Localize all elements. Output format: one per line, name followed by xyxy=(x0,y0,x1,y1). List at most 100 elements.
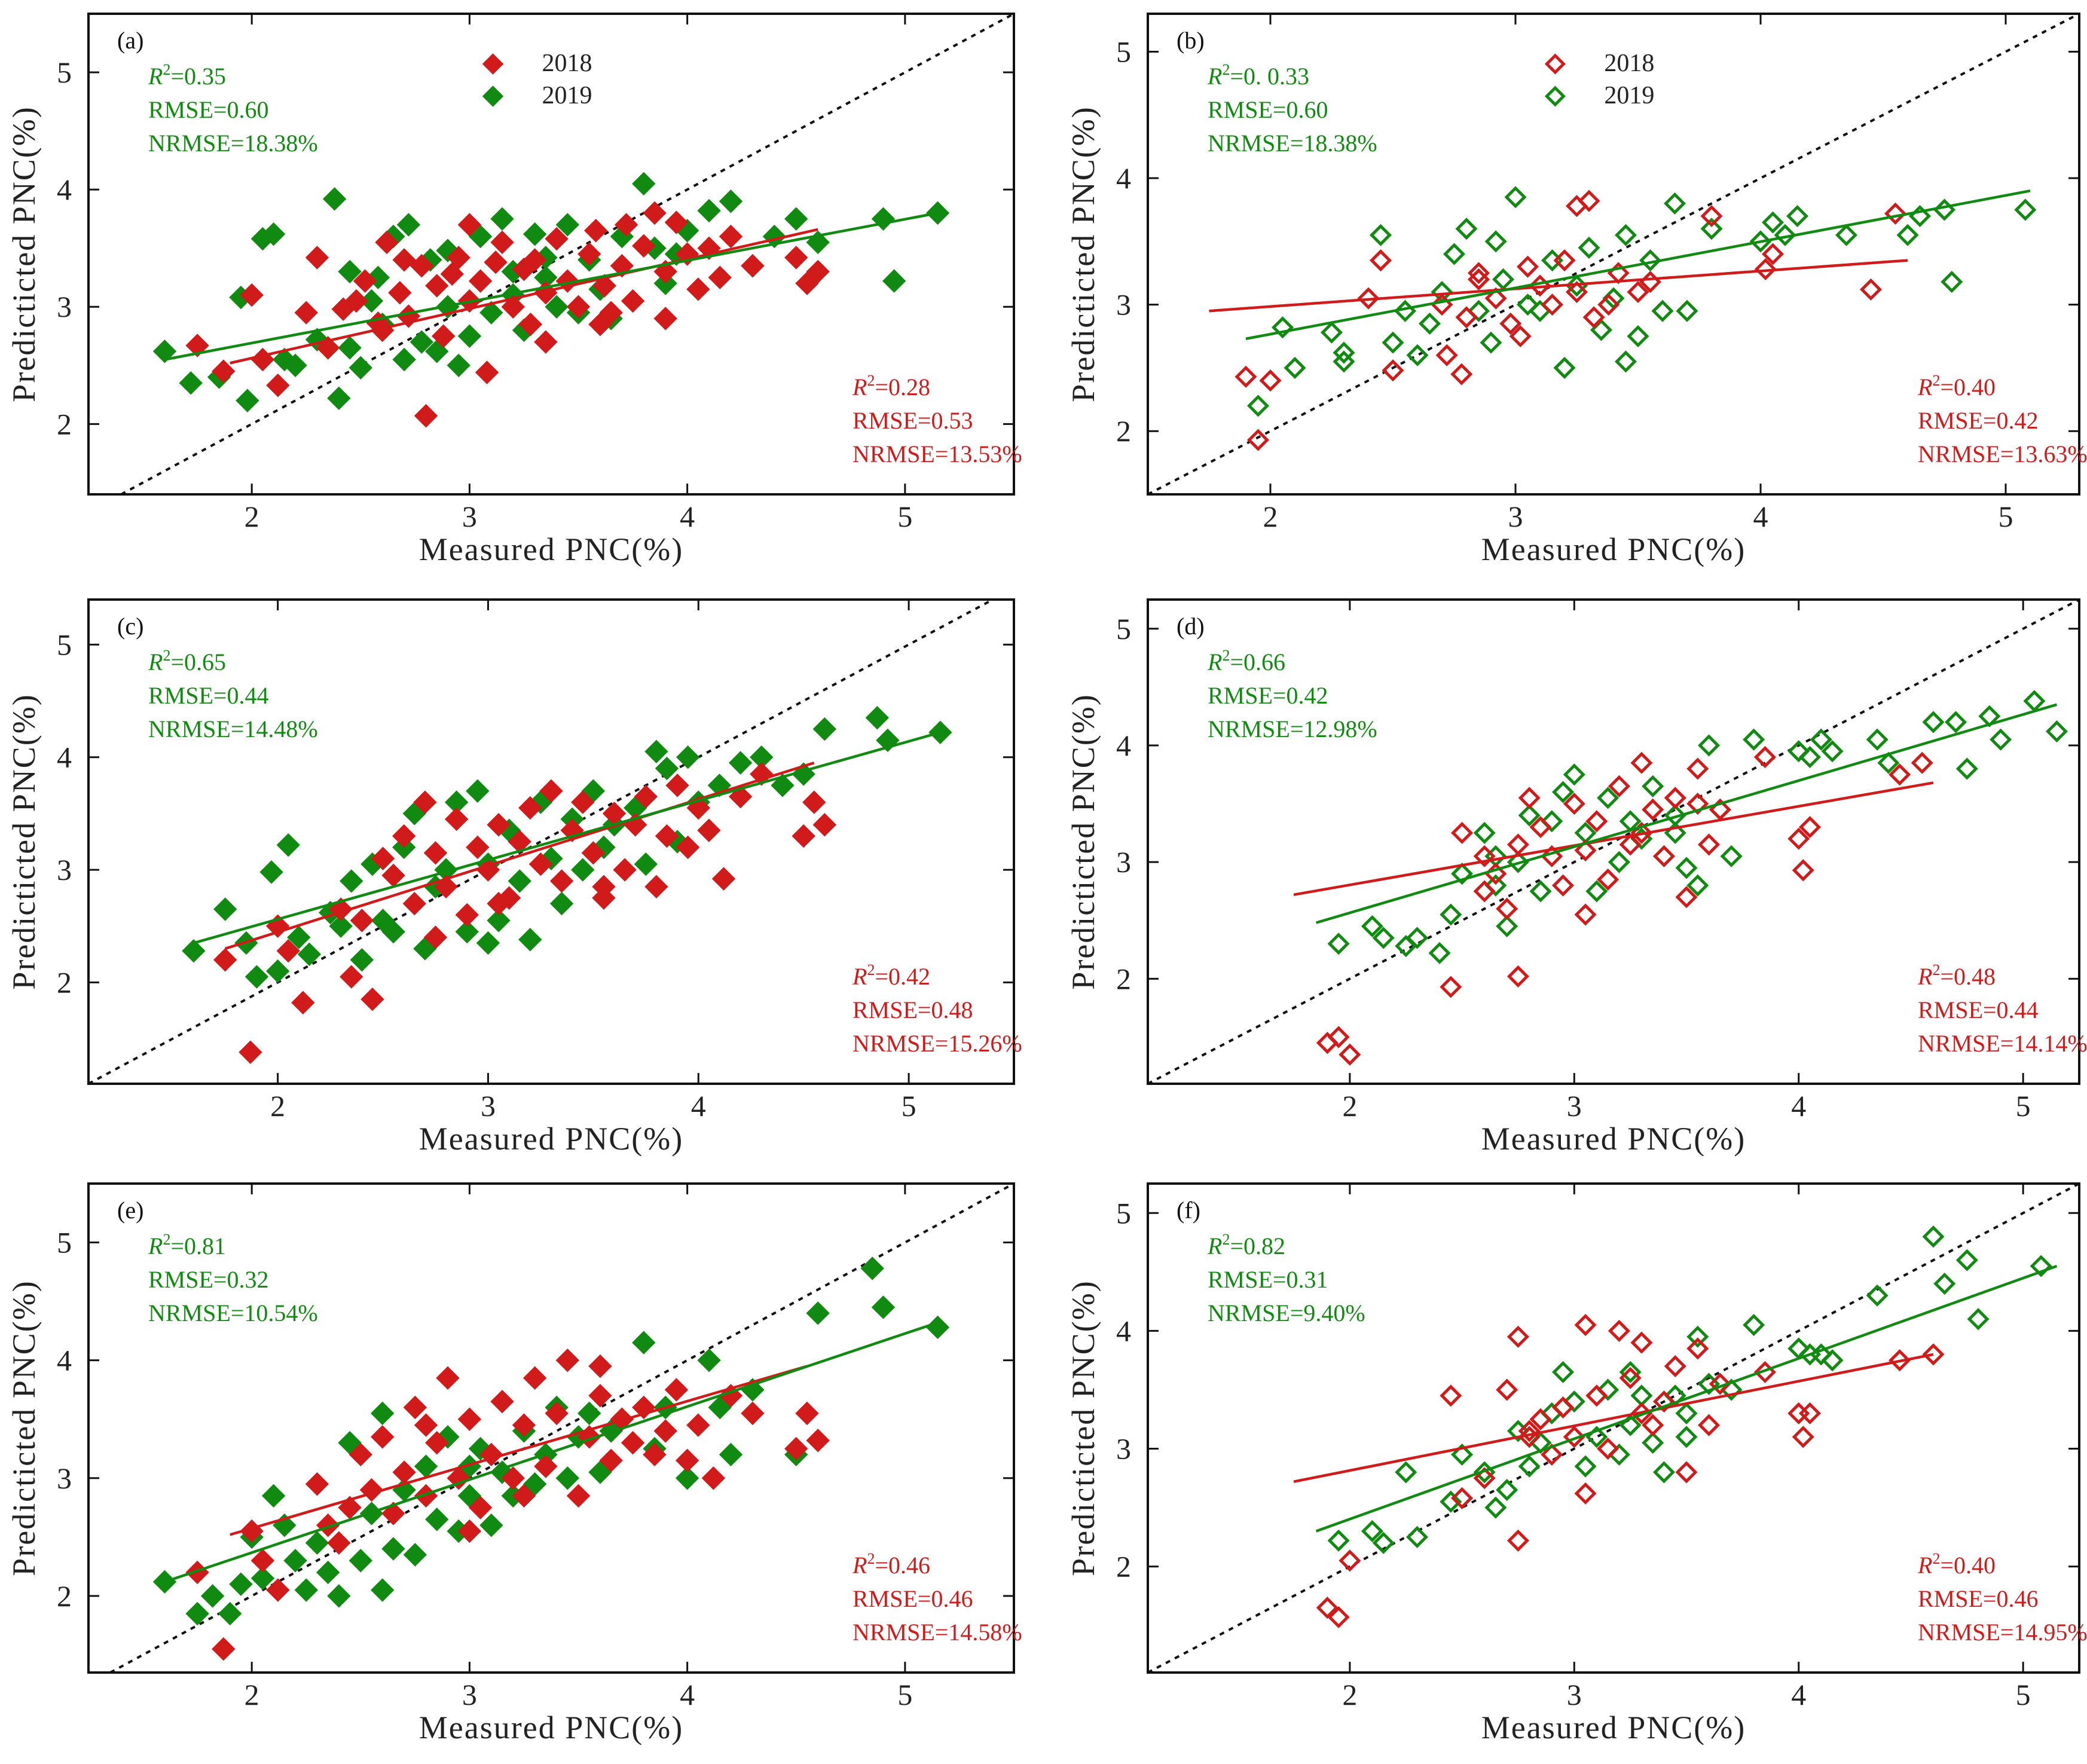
point-2019 xyxy=(287,925,311,949)
y-tick-label: 5 xyxy=(57,56,72,89)
point-2019 xyxy=(1798,745,1822,769)
panel-label: (c) xyxy=(117,613,143,640)
point-2018 xyxy=(512,1413,536,1437)
fit-line-2018 xyxy=(1293,781,1934,897)
point-2018 xyxy=(1235,365,1257,388)
x-tick-label: 4 xyxy=(680,1678,695,1711)
point-2018 xyxy=(1496,897,1518,920)
x-tick-label: 5 xyxy=(2016,1678,2031,1711)
point-2018 xyxy=(581,841,606,865)
stats-2018-line: NRMSE=13.63% xyxy=(1918,441,2087,467)
point-2019 xyxy=(1933,1273,1956,1295)
point-2018 xyxy=(436,1366,460,1390)
point-2019 xyxy=(466,779,490,803)
point-2018 xyxy=(545,1401,569,1426)
stats-2018-line: NRMSE=13.53% xyxy=(852,441,1022,467)
point-2019 xyxy=(1944,711,1967,733)
point-2018 xyxy=(644,875,668,899)
point-2019 xyxy=(925,1315,950,1340)
point-2019 xyxy=(338,336,362,360)
point-2019 xyxy=(545,295,569,319)
point-2019 xyxy=(1372,927,1395,949)
point-2019 xyxy=(457,324,482,348)
x-tick-label: 4 xyxy=(1791,1089,1806,1123)
point-2018 xyxy=(539,779,563,803)
point-2019 xyxy=(1467,299,1490,322)
point-2018 xyxy=(1451,821,1474,844)
point-2019 xyxy=(1496,915,1518,938)
point-2019 xyxy=(455,919,479,944)
point-2019 xyxy=(1821,740,1844,763)
point-2019 xyxy=(2045,720,2068,743)
one-to-one-line xyxy=(120,14,1014,494)
point-2018 xyxy=(643,1442,667,1467)
point-2018 xyxy=(655,824,679,848)
x-axis-label: Measured PNC(%) xyxy=(419,1121,683,1157)
point-2019 xyxy=(1651,299,1674,322)
point-2018 xyxy=(479,1442,503,1467)
point-2019 xyxy=(1787,740,1810,763)
point-2018 xyxy=(1496,1378,1518,1401)
stats-2018-r2: R2=0.40 xyxy=(1917,372,1996,401)
point-2019 xyxy=(338,259,362,284)
plot-area xyxy=(1148,1184,2079,1673)
stats-2018-r2: R2=0.48 xyxy=(1917,961,1996,990)
plot-area xyxy=(88,600,994,1084)
point-2018 xyxy=(1339,1043,1361,1066)
point-2019 xyxy=(1484,230,1507,253)
x-axis-label: Measured PNC(%) xyxy=(1481,531,1746,567)
point-2018 xyxy=(250,1549,275,1573)
point-2019 xyxy=(925,201,950,225)
y-tick-label: 4 xyxy=(1116,729,1131,762)
stats-2019-line: RMSE=0.60 xyxy=(148,96,268,123)
point-2018 xyxy=(665,774,689,797)
point-2018 xyxy=(487,813,511,837)
point-2019 xyxy=(1642,775,1664,797)
point-2018 xyxy=(522,248,547,272)
point-2018 xyxy=(466,835,490,860)
point-2018 xyxy=(1551,874,1575,897)
fit-line-2019 xyxy=(1315,1264,2058,1533)
point-2019 xyxy=(1405,927,1429,949)
y-tick-label: 2 xyxy=(1116,1550,1131,1583)
point-2019 xyxy=(1821,1349,1844,1372)
panel-label: (e) xyxy=(117,1197,143,1224)
point-2019 xyxy=(1529,299,1551,322)
fit-line-2019 xyxy=(164,1321,939,1583)
point-2018 xyxy=(1675,1461,1698,1484)
y-tick-label: 2 xyxy=(1116,414,1131,448)
stats-2019-line: NRMSE=9.40% xyxy=(1208,1300,1365,1326)
stats-2018-line: NRMSE=14.14% xyxy=(1918,1030,2087,1057)
point-2018 xyxy=(402,891,427,916)
point-2018 xyxy=(1541,294,1564,316)
point-2018 xyxy=(1565,280,1588,304)
point-2019 xyxy=(719,189,743,213)
x-tick-label: 4 xyxy=(691,1089,706,1123)
legend-marker xyxy=(482,85,504,107)
x-tick-label: 5 xyxy=(2016,1089,2031,1123)
point-2019 xyxy=(1553,356,1576,379)
point-2018 xyxy=(686,277,710,301)
legend-label: 2018 xyxy=(542,50,592,77)
point-2019 xyxy=(1810,728,1832,751)
point-2018 xyxy=(1382,359,1404,382)
stats-2018-r2: R2=0.46 xyxy=(852,1550,930,1579)
plot-frame xyxy=(1147,598,2080,1085)
point-2019 xyxy=(1941,271,1963,294)
y-tick-label: 3 xyxy=(57,853,72,886)
point-2018 xyxy=(1357,287,1380,310)
point-2019 xyxy=(1652,845,1676,867)
point-2018 xyxy=(1518,787,1541,809)
point-2018 xyxy=(487,891,511,916)
point-2018 xyxy=(1859,278,1883,301)
point-2019 xyxy=(1484,845,1507,867)
point-2018 xyxy=(375,230,399,255)
point-2019 xyxy=(259,860,283,884)
point-2019 xyxy=(1551,1361,1575,1383)
x-tick-label: 2 xyxy=(1342,1089,1357,1123)
point-2018 xyxy=(276,939,300,963)
point-2018 xyxy=(1889,1349,1911,1372)
point-2019 xyxy=(1614,350,1637,373)
x-tick-label: 2 xyxy=(1342,1678,1357,1711)
y-tick-label: 3 xyxy=(57,290,72,323)
